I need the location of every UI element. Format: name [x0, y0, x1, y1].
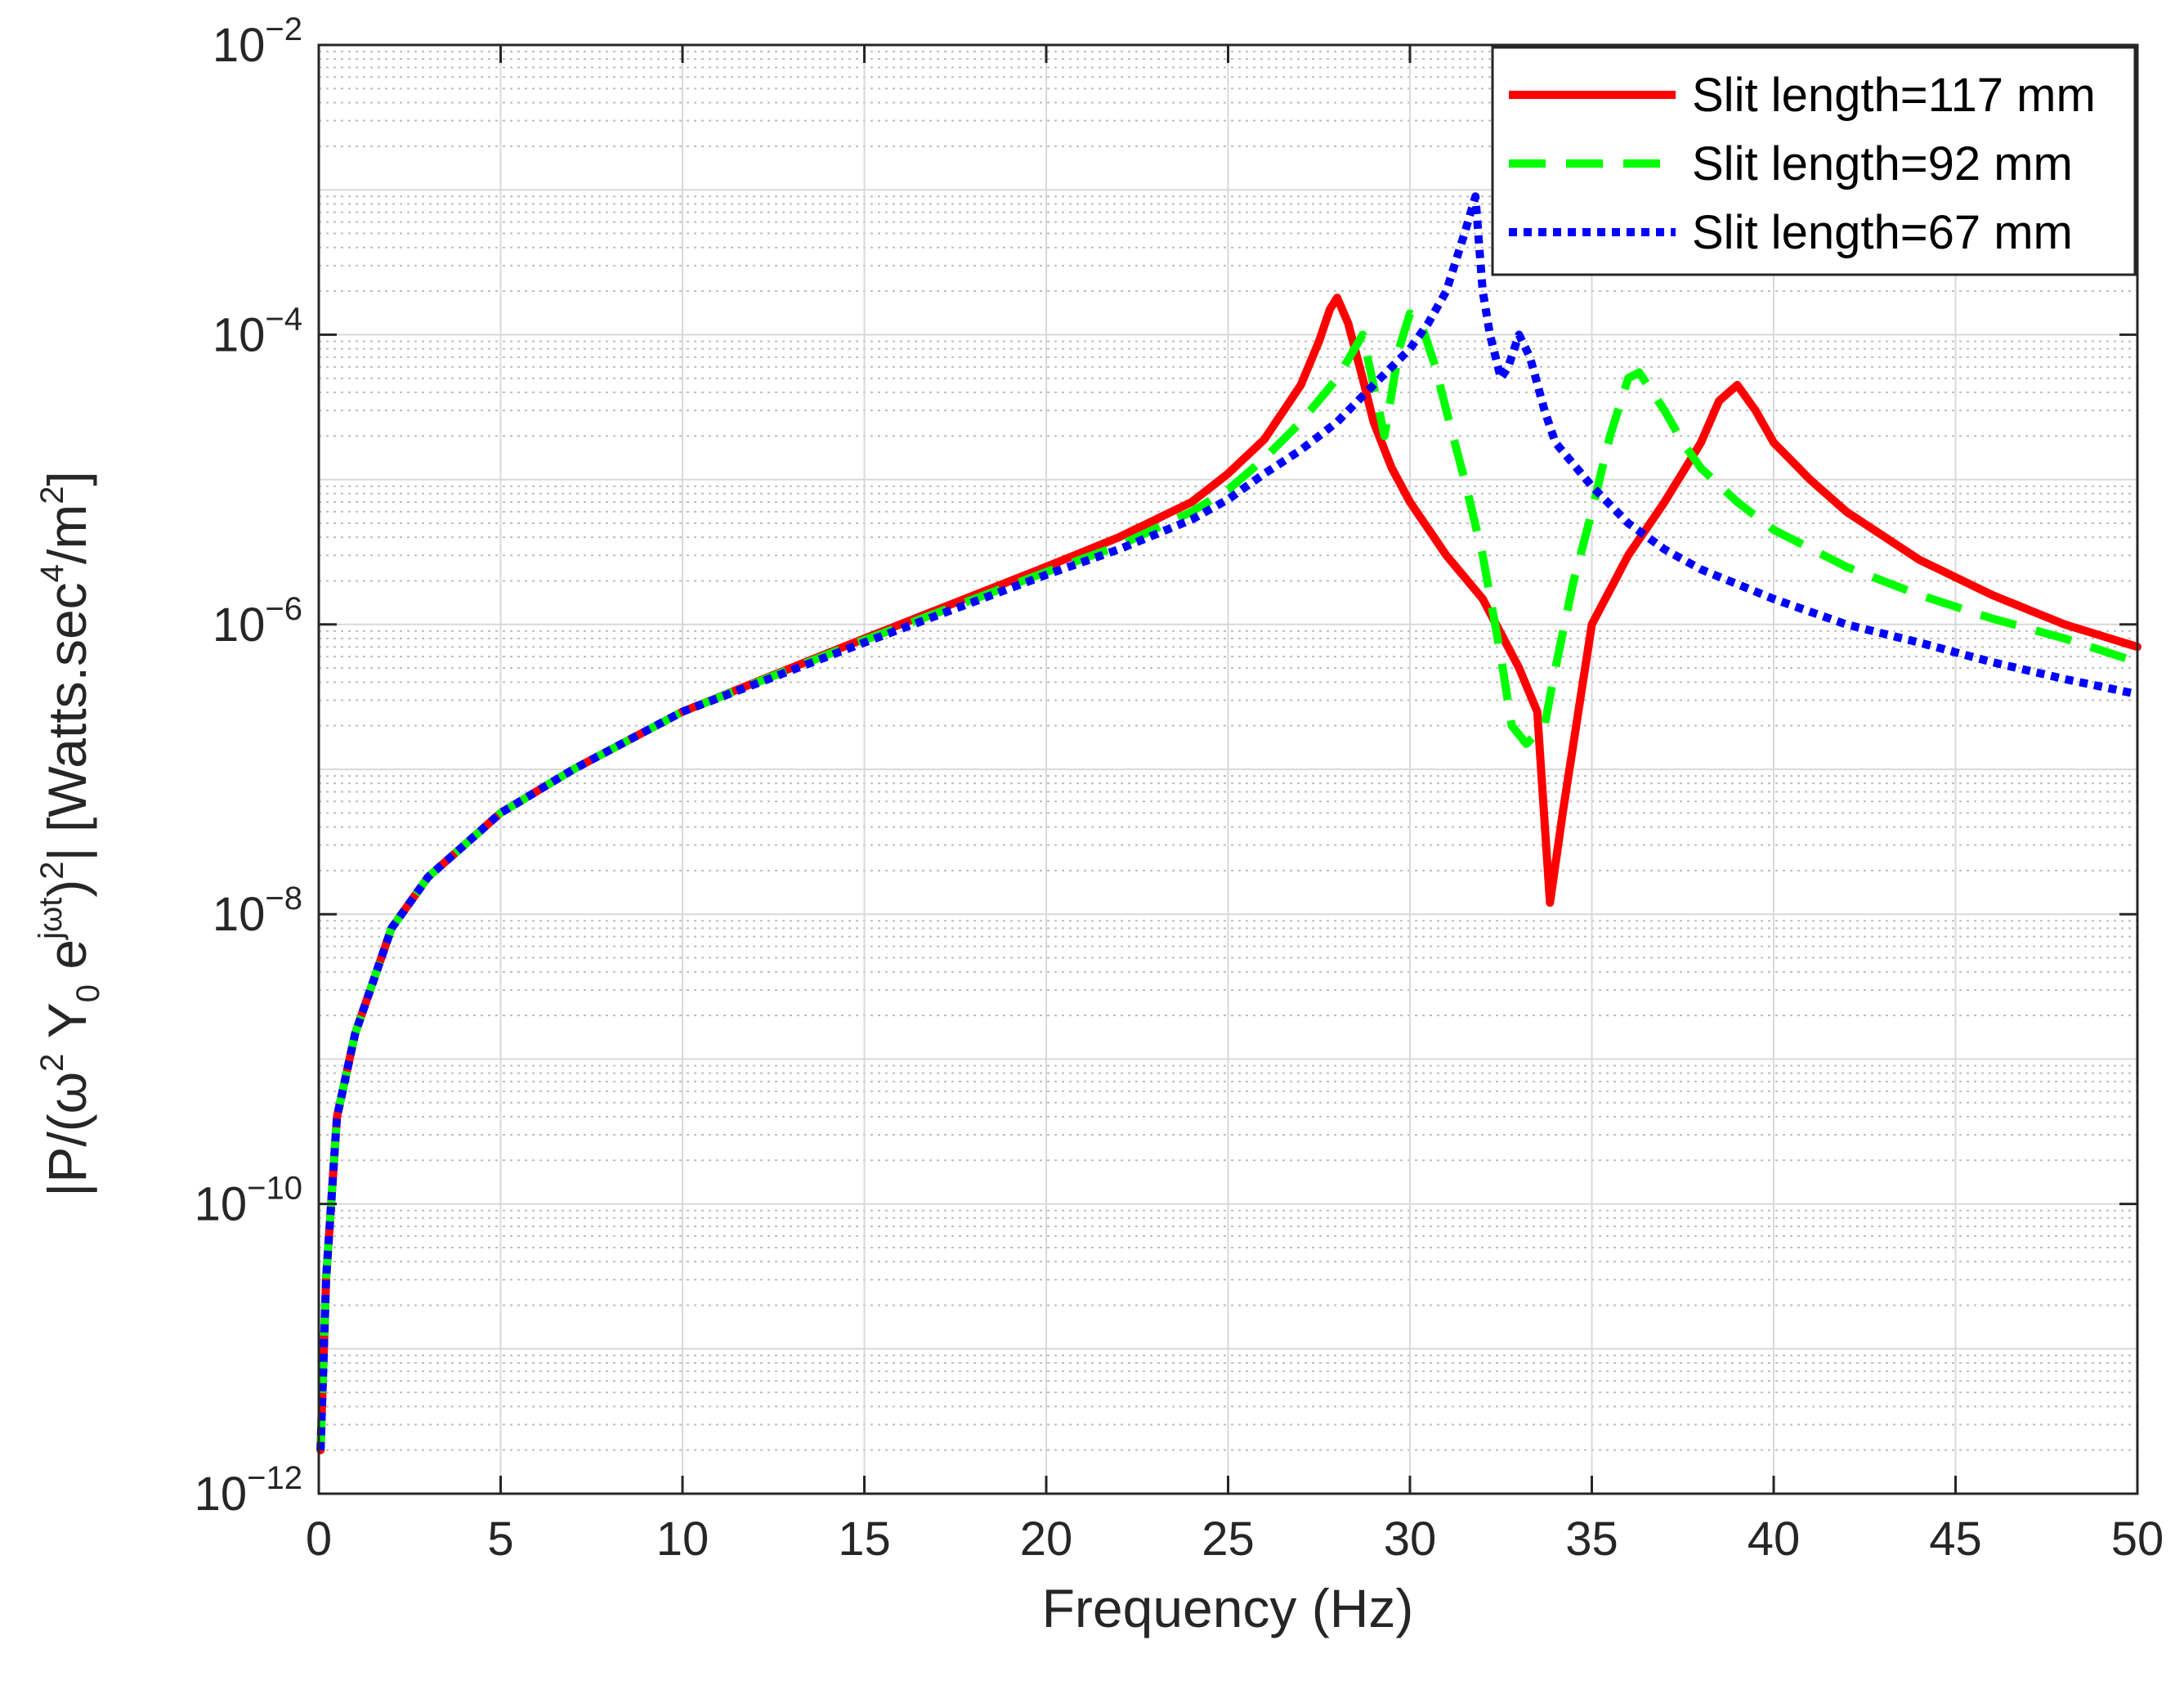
legend-label-117mm: Slit length=117 mm: [1692, 69, 2096, 122]
series-layer: [316, 192, 2141, 1454]
x-tick-label: 40: [1748, 1512, 1801, 1566]
y-tick-exponent: −2: [265, 11, 302, 47]
series-line-67mm: [316, 192, 2139, 1450]
x-tick-label: 20: [1020, 1512, 1073, 1566]
y-axis-title-part-2: Y: [37, 1002, 97, 1053]
y-tick-label: 10−12: [195, 1460, 302, 1521]
y-axis-title-sub-1: 0: [70, 984, 106, 1002]
y-tick-exponent: −4: [265, 301, 302, 337]
x-tick-label: 15: [838, 1512, 891, 1566]
y-tick-base: 10: [195, 1468, 248, 1521]
y-tick-exponent: −12: [247, 1460, 302, 1496]
y-axis-title-part-3: e: [37, 939, 97, 984]
y-axis-title-part-4: ): [37, 880, 97, 898]
x-axis-title: Frequency (Hz): [1042, 1578, 1414, 1638]
series-line-92mm: [316, 309, 2139, 1450]
x-tick-label: 25: [1202, 1512, 1255, 1566]
x-axis-ticks: 0 5 10 15 20 25 30 35 40 45 50: [306, 45, 2164, 1566]
y-axis-title-sup-3: 2: [34, 861, 70, 879]
legend: Slit length=117 mm Slit length=92 mm Sli…: [1491, 46, 2137, 276]
y-tick-base: 10: [213, 308, 266, 361]
y-tick-base: 10: [213, 19, 266, 72]
y-tick-exponent: −8: [265, 881, 302, 916]
x-tick-label: 30: [1384, 1512, 1437, 1566]
y-tick-label: 10−8: [213, 881, 302, 941]
y-tick-base: 10: [213, 888, 266, 941]
y-axis-title-part-7: ]: [37, 471, 97, 486]
x-tick-label: 0: [306, 1512, 332, 1566]
x-tick-label: 45: [1929, 1512, 1982, 1566]
y-tick-label: 10−4: [213, 301, 302, 361]
y-axis-title-sup-5: 2: [34, 486, 70, 504]
y-tick-label: 10−6: [213, 591, 302, 652]
y-axis-title-part-6: /m: [37, 504, 97, 564]
y-axis-title-part-1: |P/(ω: [37, 1072, 97, 1197]
x-tick-label: 10: [656, 1512, 709, 1566]
y-axis-title: |P/(ω2 Y0 ejωt)2| [Watts.sec4/m2]: [33, 471, 106, 1197]
y-tick-label: 10−10: [195, 1171, 302, 1231]
x-tick-label: 5: [487, 1512, 513, 1566]
y-axis-title-sup-2: jωt: [33, 898, 69, 940]
y-tick-label: 10−2: [213, 11, 302, 72]
x-tick-label: 50: [2111, 1512, 2164, 1566]
y-tick-exponent: −10: [247, 1171, 302, 1207]
y-tick-exponent: −6: [265, 591, 302, 627]
legend-label-92mm: Slit length=92 mm: [1692, 137, 2073, 190]
y-tick-base: 10: [195, 1178, 248, 1231]
y-tick-base: 10: [213, 598, 266, 652]
y-axis-title-part-5: | [Watts.sec: [37, 582, 97, 861]
x-tick-label: 35: [1565, 1512, 1618, 1566]
legend-label-67mm: Slit length=67 mm: [1692, 206, 2073, 259]
y-axis-title-sup-1: 2: [34, 1054, 70, 1072]
y-axis-title-sup-4: 4: [34, 564, 70, 582]
